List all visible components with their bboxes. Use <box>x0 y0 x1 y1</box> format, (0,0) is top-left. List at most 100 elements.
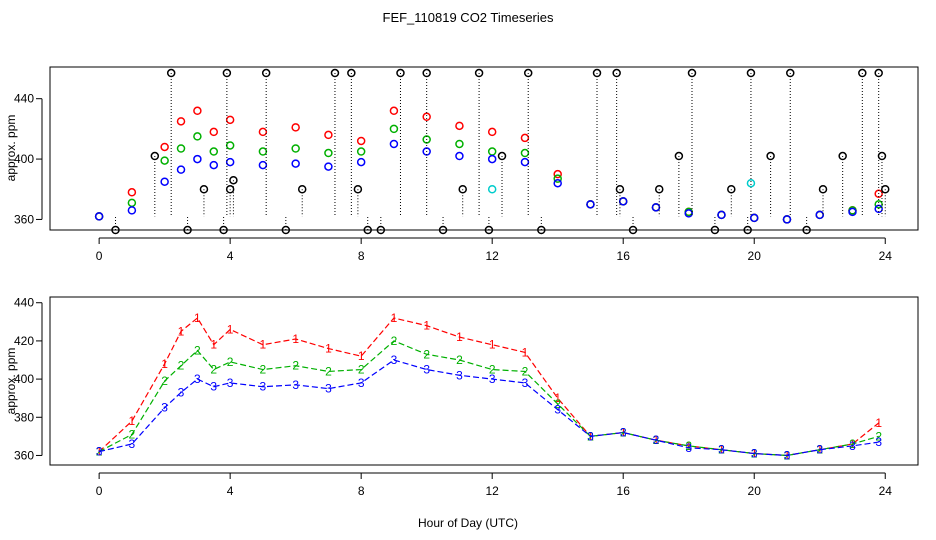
data-point <box>160 142 169 152</box>
data-point <box>376 225 386 235</box>
data-point <box>111 225 120 235</box>
data-point: 2 <box>849 437 856 451</box>
data-point: 3 <box>161 401 168 415</box>
data-point: 3 <box>358 376 365 390</box>
data-point: 3 <box>292 378 299 392</box>
data-point <box>193 154 202 164</box>
data-point <box>176 117 186 126</box>
data-point <box>455 139 464 149</box>
x-tick-label: 8 <box>358 249 365 263</box>
data-point: 2 <box>423 347 430 361</box>
data-point <box>183 225 192 235</box>
x-tick-label: 24 <box>879 249 893 263</box>
data-point: 2 <box>129 427 136 441</box>
data-point <box>818 185 828 194</box>
data-point <box>487 127 497 137</box>
series-group-top <box>94 68 890 235</box>
data-point: 1 <box>358 349 365 363</box>
data-point: 3 <box>96 445 103 459</box>
data-point: 3 <box>718 443 725 457</box>
data-point: 3 <box>554 403 561 417</box>
x-axis-bottom: 0 4 8 12 16 20 24 <box>96 472 893 498</box>
data-point <box>219 225 228 235</box>
data-point: 1 <box>210 338 217 352</box>
data-point <box>353 185 363 194</box>
data-point: 1 <box>685 439 692 453</box>
data-point <box>710 225 720 235</box>
data-point: 1 <box>129 414 136 428</box>
x-tick-label: 0 <box>96 484 103 498</box>
data-point: 2 <box>292 359 299 373</box>
data-point <box>628 225 638 235</box>
data-point: 3 <box>260 380 267 394</box>
data-point <box>615 185 625 194</box>
data-point <box>225 115 235 125</box>
x-axis-label: Hour of Day (UTC) <box>418 516 518 530</box>
data-point <box>209 160 219 170</box>
data-point <box>258 127 268 137</box>
data-point <box>297 185 307 194</box>
data-point: 1 <box>178 324 185 338</box>
data-point <box>291 159 300 168</box>
data-point <box>877 151 887 161</box>
data-point <box>324 162 333 171</box>
data-point: 1 <box>292 332 299 346</box>
data-point: 2 <box>522 364 529 378</box>
data-point <box>612 68 621 78</box>
data-point: 2 <box>620 426 627 440</box>
series-line <box>98 340 879 457</box>
data-point: 3 <box>816 443 823 457</box>
data-point <box>209 147 219 156</box>
data-point <box>858 68 867 78</box>
data-point <box>592 68 602 78</box>
data-point <box>487 185 497 194</box>
data-point <box>537 225 546 235</box>
data-point <box>261 68 271 78</box>
data-point <box>356 147 366 156</box>
data-point <box>193 132 202 141</box>
data-point: 3 <box>653 433 660 447</box>
x-tick-label: 24 <box>879 484 893 498</box>
data-point <box>422 68 431 78</box>
data-point <box>782 215 792 224</box>
x-tick-label: 0 <box>96 249 103 263</box>
data-point <box>654 185 664 194</box>
data-point <box>127 206 137 215</box>
y-axis-label-bottom: approx. ppm <box>4 348 18 415</box>
data-point: 1 <box>227 322 234 336</box>
x-axis-top: 0 4 8 12 16 20 24 <box>96 237 893 263</box>
data-point <box>815 210 824 220</box>
data-point <box>330 68 340 78</box>
data-point: 2 <box>210 363 217 377</box>
data-point: 2 <box>391 334 398 348</box>
data-point: 3 <box>849 439 856 453</box>
series-line <box>98 359 879 457</box>
data-point: 1 <box>194 311 201 325</box>
data-point: 1 <box>161 357 168 371</box>
data-point <box>838 151 847 161</box>
data-point: 3 <box>784 448 791 462</box>
data-point: 2 <box>456 353 463 367</box>
data-point: 3 <box>875 435 882 449</box>
data-point <box>553 178 562 188</box>
data-point: 2 <box>325 364 332 378</box>
data-point <box>749 213 759 223</box>
data-point: 3 <box>227 376 234 390</box>
data-point <box>176 144 186 153</box>
series-0 <box>94 106 883 224</box>
y-axis-top: 360 400 440 <box>14 92 43 226</box>
data-point <box>487 154 497 164</box>
data-point: 2 <box>358 363 365 377</box>
data-point: 2 <box>875 429 882 443</box>
data-point: 1 <box>489 338 496 352</box>
data-point: 3 <box>456 368 463 382</box>
data-point <box>727 185 736 194</box>
data-point: 1 <box>522 345 529 359</box>
x-tick-label: 12 <box>486 249 500 263</box>
data-point <box>523 68 533 78</box>
data-point <box>396 68 405 78</box>
data-point: 1 <box>391 311 398 325</box>
data-point <box>150 151 160 161</box>
data-point: 2 <box>260 363 267 377</box>
data-point <box>225 141 235 150</box>
